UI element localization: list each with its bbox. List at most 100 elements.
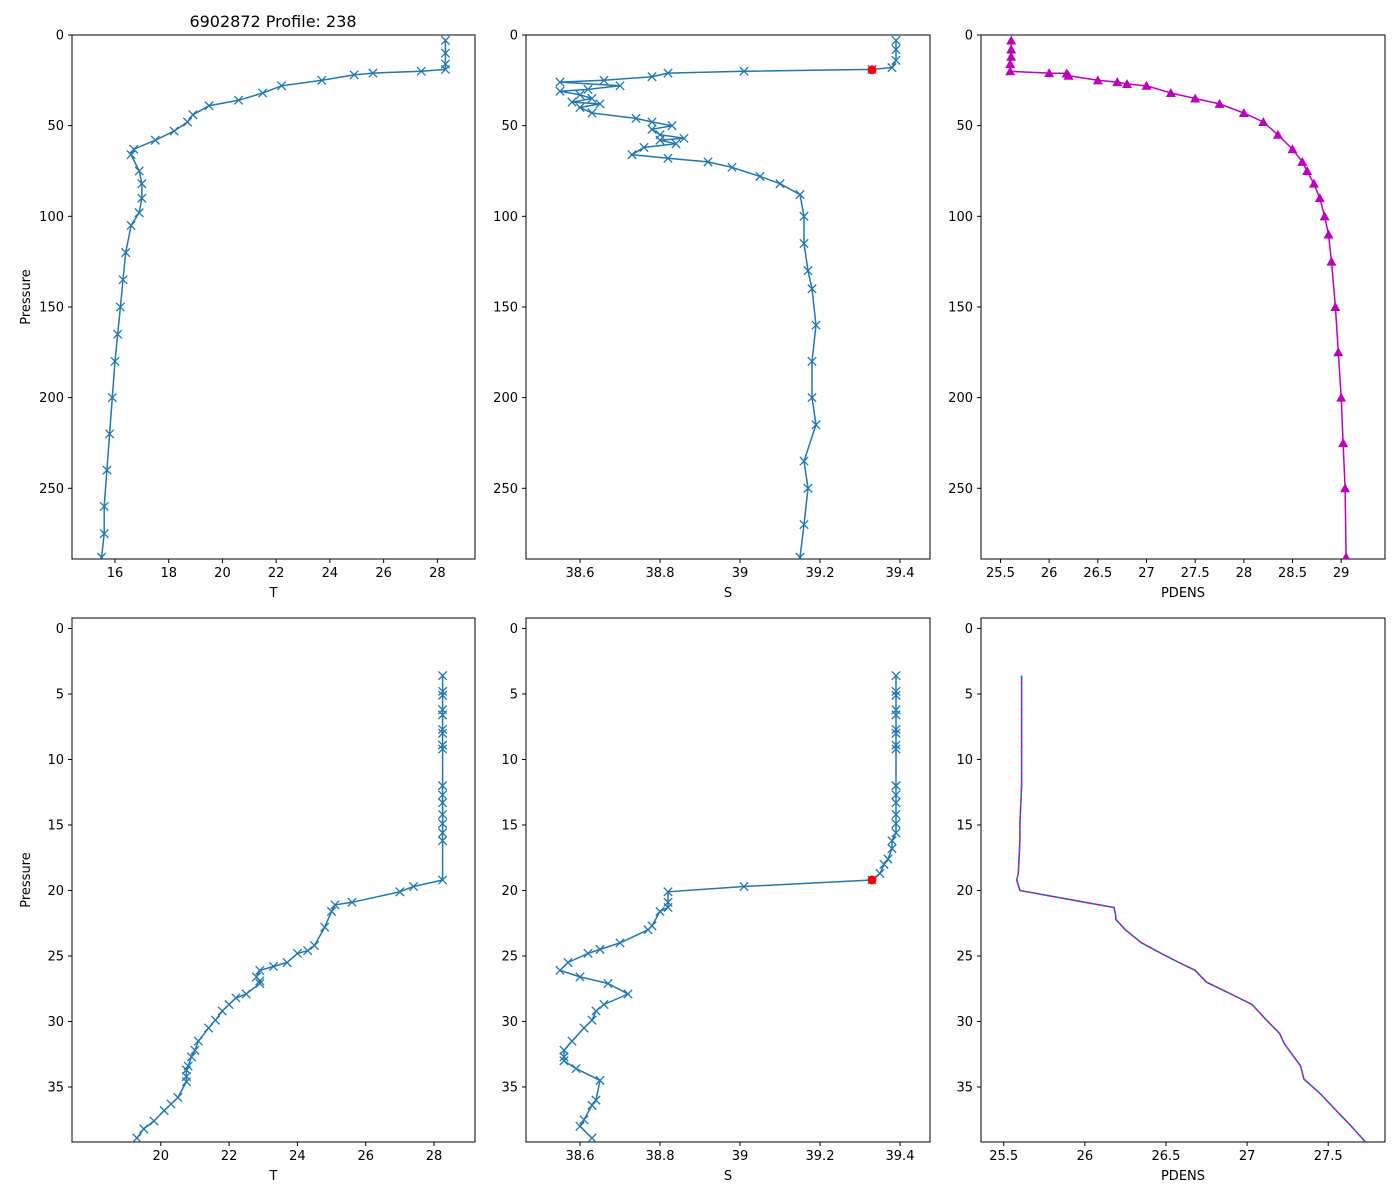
y-tick-label: 15 [47,818,64,833]
data-point [1214,98,1225,108]
data-point [309,940,320,951]
data-point [555,965,565,976]
data-point [615,81,625,91]
data-area [1015,675,1367,1142]
data-point [559,1052,569,1062]
data-point [655,906,665,917]
data-point [437,686,448,697]
data-point [1092,75,1103,85]
y-tick-label: 5 [56,687,64,702]
data-area [96,35,451,559]
data-point [575,90,585,100]
data-point [807,284,817,294]
axes-frame [71,617,476,1143]
data-point [1297,156,1308,166]
data-point [150,135,160,145]
data-point [437,790,448,800]
data-point [118,275,128,285]
y-tick-label: 250 [39,482,64,497]
y-tick-label: 5 [510,687,518,702]
y-tick-label: 20 [956,884,973,899]
x-tick-label: 39.2 [806,1149,835,1164]
x-tick-label: 28 [1236,566,1253,581]
data-point [437,875,448,885]
data-point [107,392,117,403]
data-point [440,64,451,75]
y-tick-label: 20 [501,884,518,899]
data-point [891,790,901,800]
data-point [575,972,585,982]
data-point [99,528,109,539]
data-point [416,66,426,76]
data-point [149,1116,159,1126]
y-tick-label: 150 [39,300,64,315]
series-line [558,675,897,1139]
data-point [121,247,131,258]
y-tick-label: 50 [956,119,973,134]
data-point [241,989,251,999]
data-point [110,356,120,367]
data-point [891,44,901,55]
data-point [255,965,265,976]
x-tick-label: 22 [268,566,285,581]
axes-frame [980,617,1386,1143]
data-point [1005,59,1016,69]
x-tick-label: 38.6 [566,1149,595,1164]
x-tick-label: 39 [732,566,749,581]
data-point [755,171,765,182]
data-point [795,552,805,559]
data-area [555,670,901,1142]
data-point [1308,178,1319,188]
data-point [1333,347,1344,357]
data-point [437,710,448,720]
data-point [583,948,593,959]
data-point [887,843,897,854]
x-tick-label: 20 [153,1149,170,1164]
data-point [891,798,901,808]
data-point [663,153,673,163]
data-point [437,828,448,838]
y-tick-label: 25 [47,949,64,964]
data-point [1319,211,1330,221]
x-tick-label: 39.4 [886,1149,915,1164]
y-tick-label: 200 [39,391,64,406]
series-line [559,40,897,558]
data-point [292,948,303,959]
x-tick-label: 26 [357,1149,374,1164]
data-point [811,420,821,430]
plot-p6: 25.5 26 26.5 27 27.5 0 5 10 15 20 25 30 35 PDENS [956,617,1386,1184]
data-point [326,906,337,917]
data-point [258,88,268,98]
data-point [437,724,448,735]
y-tick-label: 50 [47,119,64,134]
data-point [132,1133,142,1142]
y-tick-label: 25 [501,949,518,964]
data-point [667,120,677,131]
data-point [437,690,448,700]
data-point [807,356,817,367]
y-tick-label: 200 [948,391,973,406]
plot-p3: 25.5 26 26.5 27 27.5 28 28.5 29 0 50 100 150 200 250 P… [948,29,1386,601]
data-point [437,670,448,681]
axes-frame [525,34,931,560]
figure-title: 6902872 Profile: 238 [189,12,356,31]
data-point [437,809,448,820]
axes-frame [71,34,476,560]
data-point [587,1133,597,1142]
data-point [587,93,597,104]
y-tick-label: 20 [47,884,64,899]
y-tick-label: 0 [56,29,64,44]
data-point [887,62,897,73]
data-point [276,81,287,91]
data-point [159,1105,169,1116]
data-point [575,102,585,113]
data-point [437,819,448,829]
data-point [368,68,378,78]
x-tick-label: 39.4 [886,566,915,581]
data-point [803,483,813,493]
data-area [132,670,448,1142]
data-point [879,859,889,869]
data-point [204,101,214,111]
x-tick-label: 18 [160,566,177,581]
data-point [268,961,279,972]
